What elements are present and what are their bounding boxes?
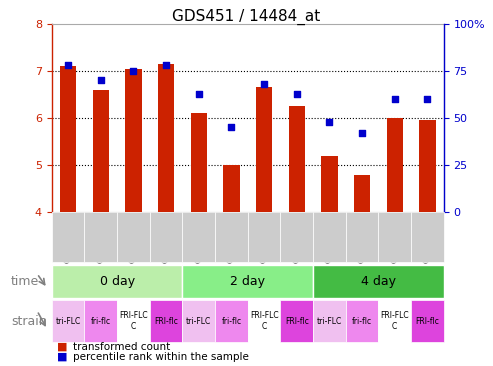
Point <box>97 77 105 83</box>
Text: strain: strain <box>11 315 46 328</box>
Point <box>64 62 72 68</box>
Text: FRI-FLC
C: FRI-FLC C <box>119 311 148 331</box>
Text: FRI-FLC
C: FRI-FLC C <box>381 311 409 331</box>
Point <box>195 91 203 97</box>
Text: ■: ■ <box>57 341 67 352</box>
Point <box>391 96 399 102</box>
Text: fri-flc: fri-flc <box>352 317 372 326</box>
Text: fri-flc: fri-flc <box>91 317 111 326</box>
Point <box>162 62 170 68</box>
Bar <box>256 87 272 212</box>
Bar <box>60 66 76 212</box>
Point <box>325 119 333 125</box>
Text: time: time <box>11 275 39 288</box>
Text: tri-FLC: tri-FLC <box>317 317 342 326</box>
Point <box>130 68 138 74</box>
Text: ■: ■ <box>57 352 67 362</box>
Text: transformed count: transformed count <box>73 341 170 352</box>
Text: FRI-flc: FRI-flc <box>285 317 309 326</box>
Bar <box>387 118 403 212</box>
Point <box>423 96 431 102</box>
Text: 2 day: 2 day <box>230 275 265 288</box>
Point <box>293 91 301 97</box>
Bar <box>419 120 435 212</box>
Bar <box>223 165 240 212</box>
Point <box>227 124 235 130</box>
Text: FRI-flc: FRI-flc <box>154 317 178 326</box>
Text: 0 day: 0 day <box>100 275 135 288</box>
Bar <box>93 90 109 212</box>
Point <box>358 130 366 136</box>
Text: FRI-flc: FRI-flc <box>416 317 439 326</box>
Bar <box>321 156 338 212</box>
Text: FRI-FLC
C: FRI-FLC C <box>250 311 279 331</box>
Text: tri-FLC: tri-FLC <box>56 317 81 326</box>
Text: percentile rank within the sample: percentile rank within the sample <box>73 352 249 362</box>
Bar <box>125 68 141 212</box>
Point <box>260 81 268 87</box>
Bar <box>191 113 207 212</box>
Bar <box>354 175 370 212</box>
Text: GDS451 / 14484_at: GDS451 / 14484_at <box>173 9 320 25</box>
Text: 4 day: 4 day <box>361 275 396 288</box>
Text: fri-flc: fri-flc <box>221 317 242 326</box>
Bar <box>288 106 305 212</box>
Bar <box>158 64 174 212</box>
Text: tri-FLC: tri-FLC <box>186 317 211 326</box>
